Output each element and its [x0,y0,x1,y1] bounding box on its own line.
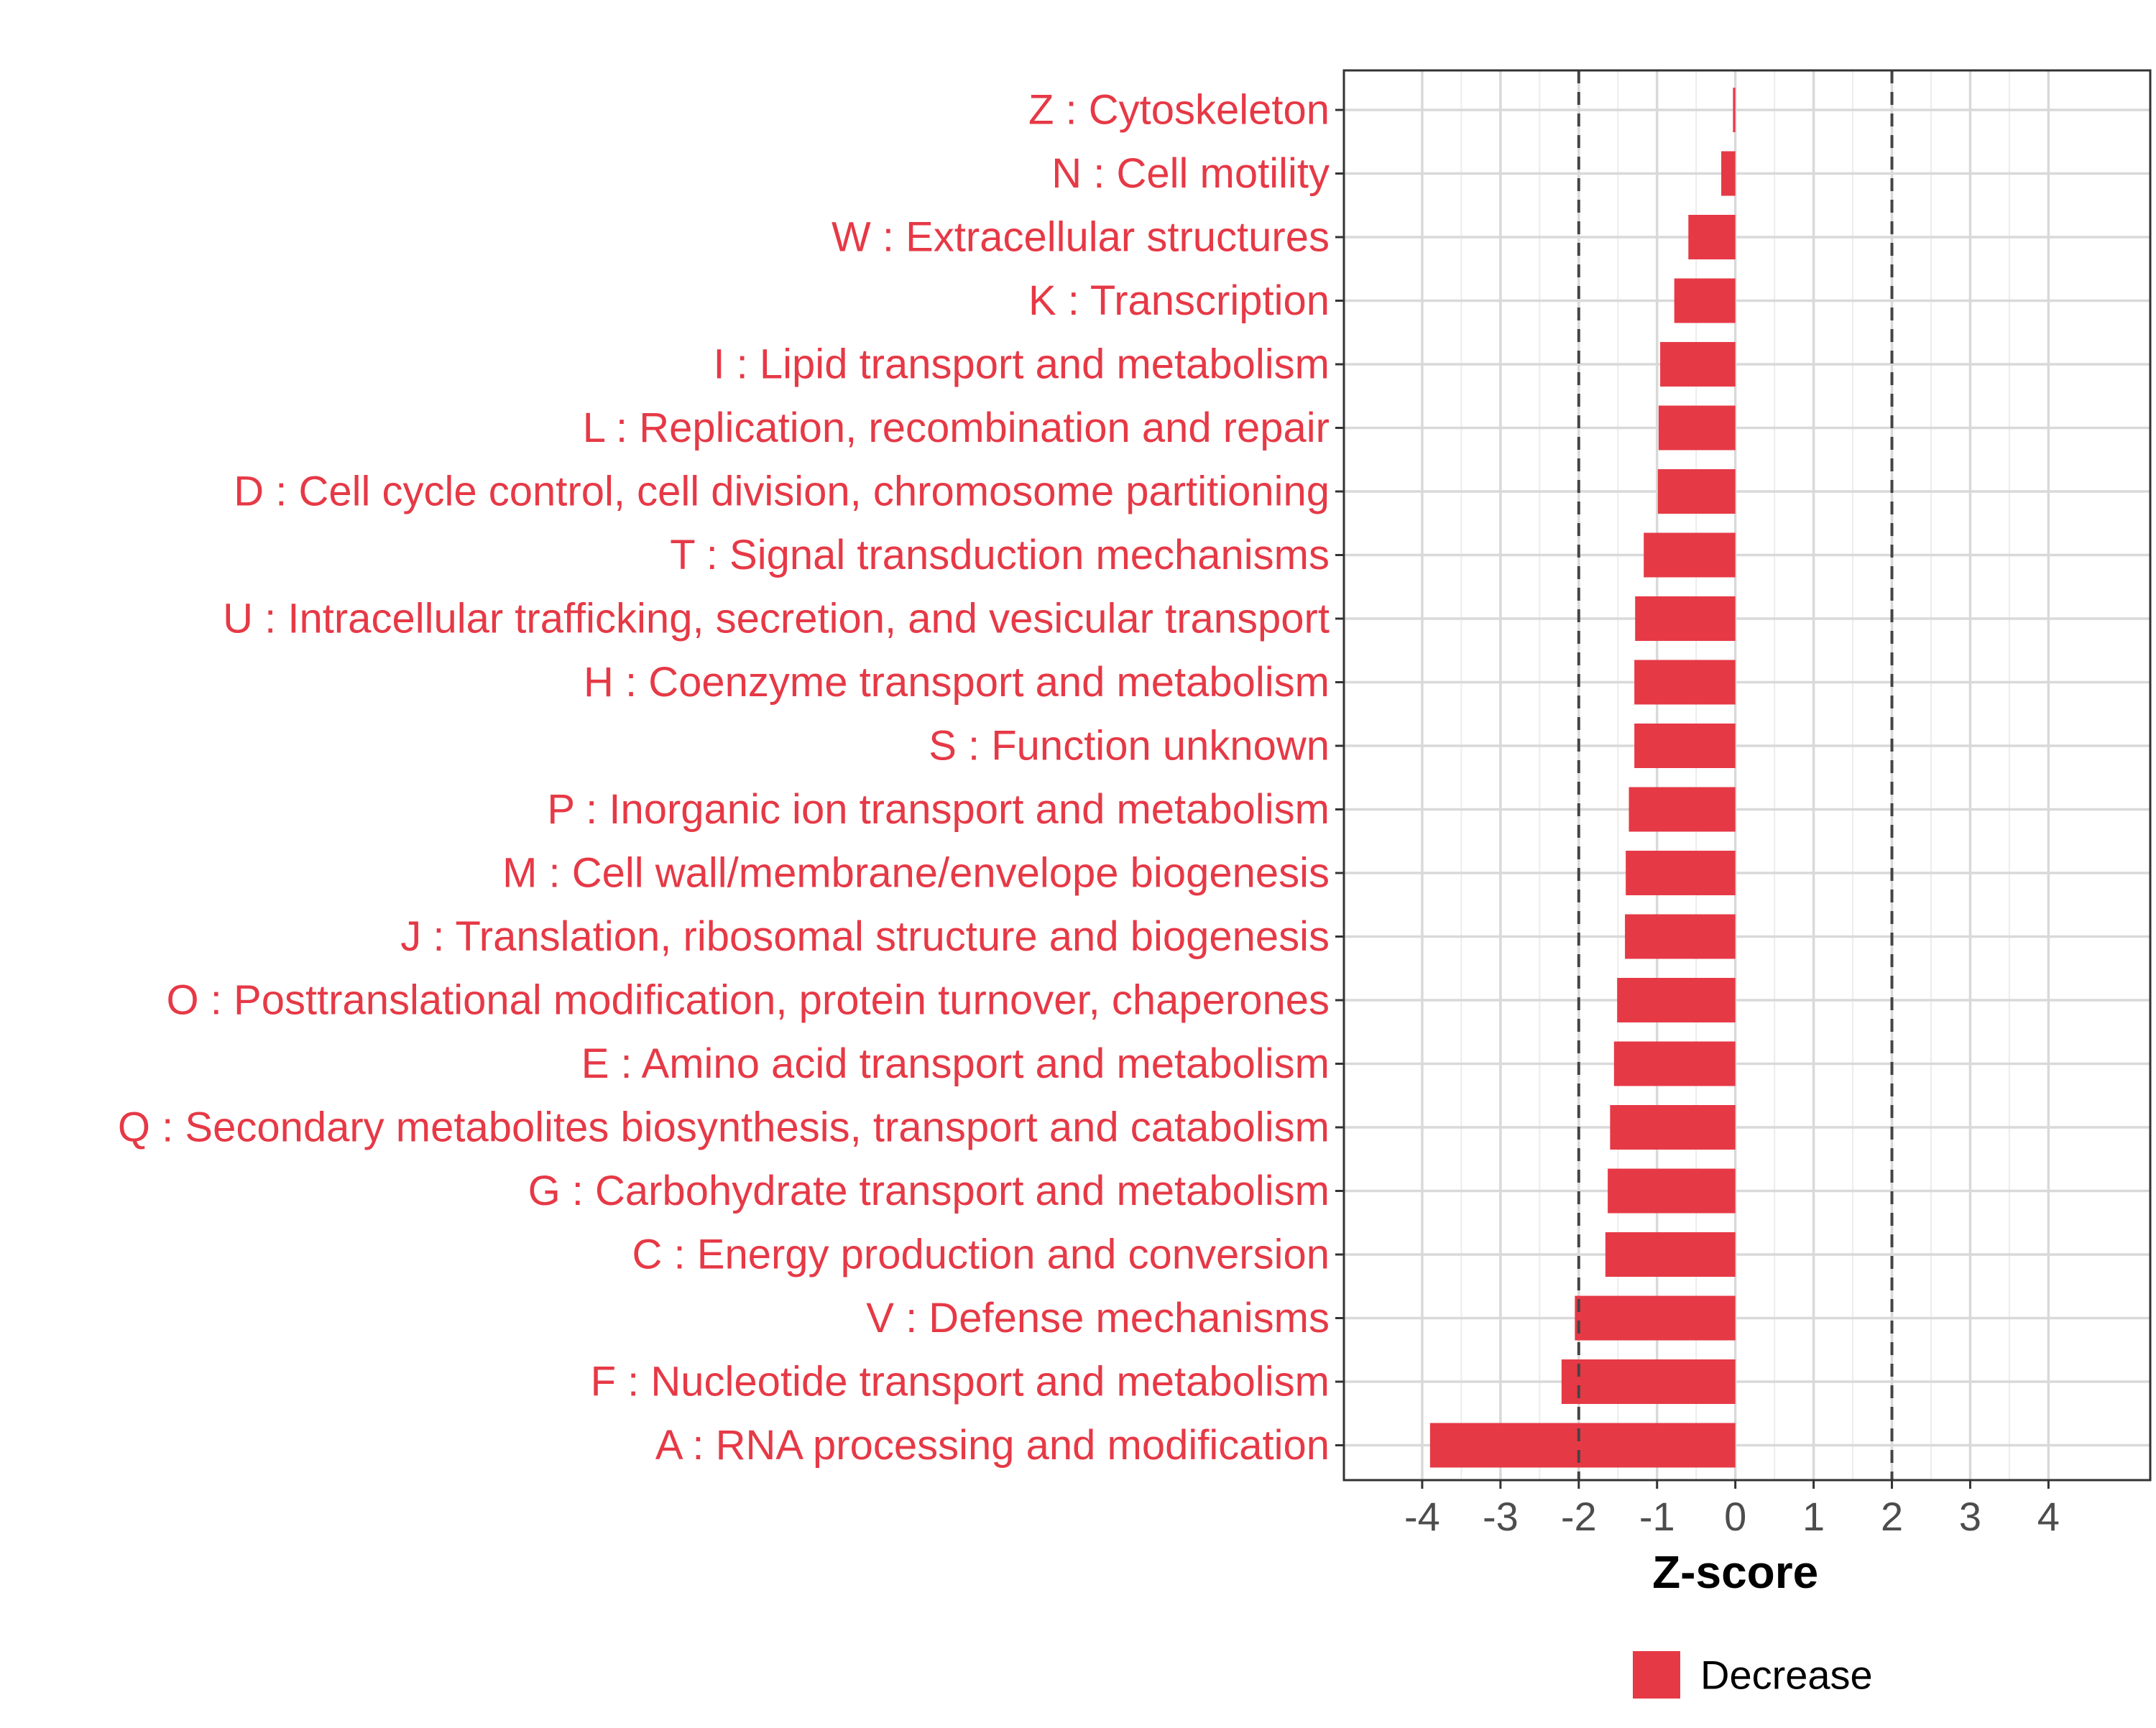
bar [1626,851,1736,895]
category-label: Q : Secondary metabolites biosynthesis, … [118,1104,1330,1151]
y-axis: Z : Cytoskeleton N : Cell motility W : Ext… [118,87,1344,1469]
category-label: S : Function unknown [929,723,1330,770]
bar [1657,469,1736,514]
category-label: P : Inorganic ion transport and metaboli… [547,786,1330,833]
bar [1634,724,1736,768]
bar [1429,1423,1736,1468]
x-tick-label: 2 [1881,1494,1903,1539]
bar [1625,914,1736,959]
bar [1644,532,1736,578]
category-label: D : Cell cycle control, cell division, c… [234,468,1330,515]
x-tick-label: -4 [1404,1494,1440,1539]
bar [1635,596,1736,641]
legend-swatch [1633,1651,1680,1699]
x-tick-label: 3 [1959,1494,1981,1539]
category-label: G : Carbohydrate transport and metabolis… [528,1168,1330,1214]
bar [1575,1295,1736,1341]
bar [1610,1105,1736,1150]
x-axis: -4 -3 -2 -1 0 1 2 3 4 [1404,1480,2060,1539]
x-tick-label: 4 [2037,1494,2060,1539]
bar [1561,1359,1736,1404]
bar [1688,215,1736,259]
legend: Decrease [1633,1651,1873,1699]
category-label: F : Nucleotide transport and metabolism [591,1359,1330,1405]
bar [1634,660,1736,705]
category-label: M : Cell wall/membrane/envelope biogenes… [502,850,1330,897]
bar [1733,88,1736,132]
category-label: A : RNA processing and modification [655,1422,1330,1469]
x-tick-label: -1 [1639,1494,1675,1539]
bar [1674,278,1736,323]
category-label: T : Signal transduction mechanisms [670,532,1330,578]
category-label: Z : Cytoskeleton [1028,87,1330,134]
bar [1617,978,1736,1022]
category-label: U : Intracellular trafficking, secretion… [223,596,1330,642]
category-label: O : Posttranslational modification, prot… [167,977,1330,1024]
bar [1658,405,1736,451]
bar [1628,787,1736,832]
category-label: J : Translation, ribosomal structure and… [400,913,1330,960]
category-label: H : Coenzyme transport and metabolism [584,659,1330,706]
x-tick-label: -3 [1483,1494,1519,1539]
reference-lines [1577,70,1894,1480]
plot-border [1342,69,2152,1482]
bar [1660,342,1736,387]
x-tick-label: -2 [1561,1494,1597,1539]
bar [1721,151,1736,196]
x-tick-label: 1 [1802,1494,1825,1539]
category-label: C : Energy production and conversion [632,1232,1330,1278]
grid-layer [1344,70,2150,1480]
category-label: N : Cell motility [1051,150,1330,197]
legend-label: Decrease [1700,1653,1873,1698]
category-label: W : Extracellular structures [831,214,1330,261]
category-label: E : Amino acid transport and metabolism [581,1040,1330,1087]
x-tick-label: 0 [1724,1494,1746,1539]
category-label: I : Lipid transport and metabolism [713,341,1330,388]
category-label: L : Replication, recombination and repai… [583,405,1330,451]
bars-layer [1429,88,1736,1468]
x-axis-title: Z-score [1652,1546,1818,1598]
category-label: K : Transcription [1028,277,1330,324]
bar [1605,1232,1736,1277]
category-label: V : Defense mechanisms [866,1295,1330,1341]
bar [1613,1041,1736,1086]
bar [1608,1168,1736,1214]
